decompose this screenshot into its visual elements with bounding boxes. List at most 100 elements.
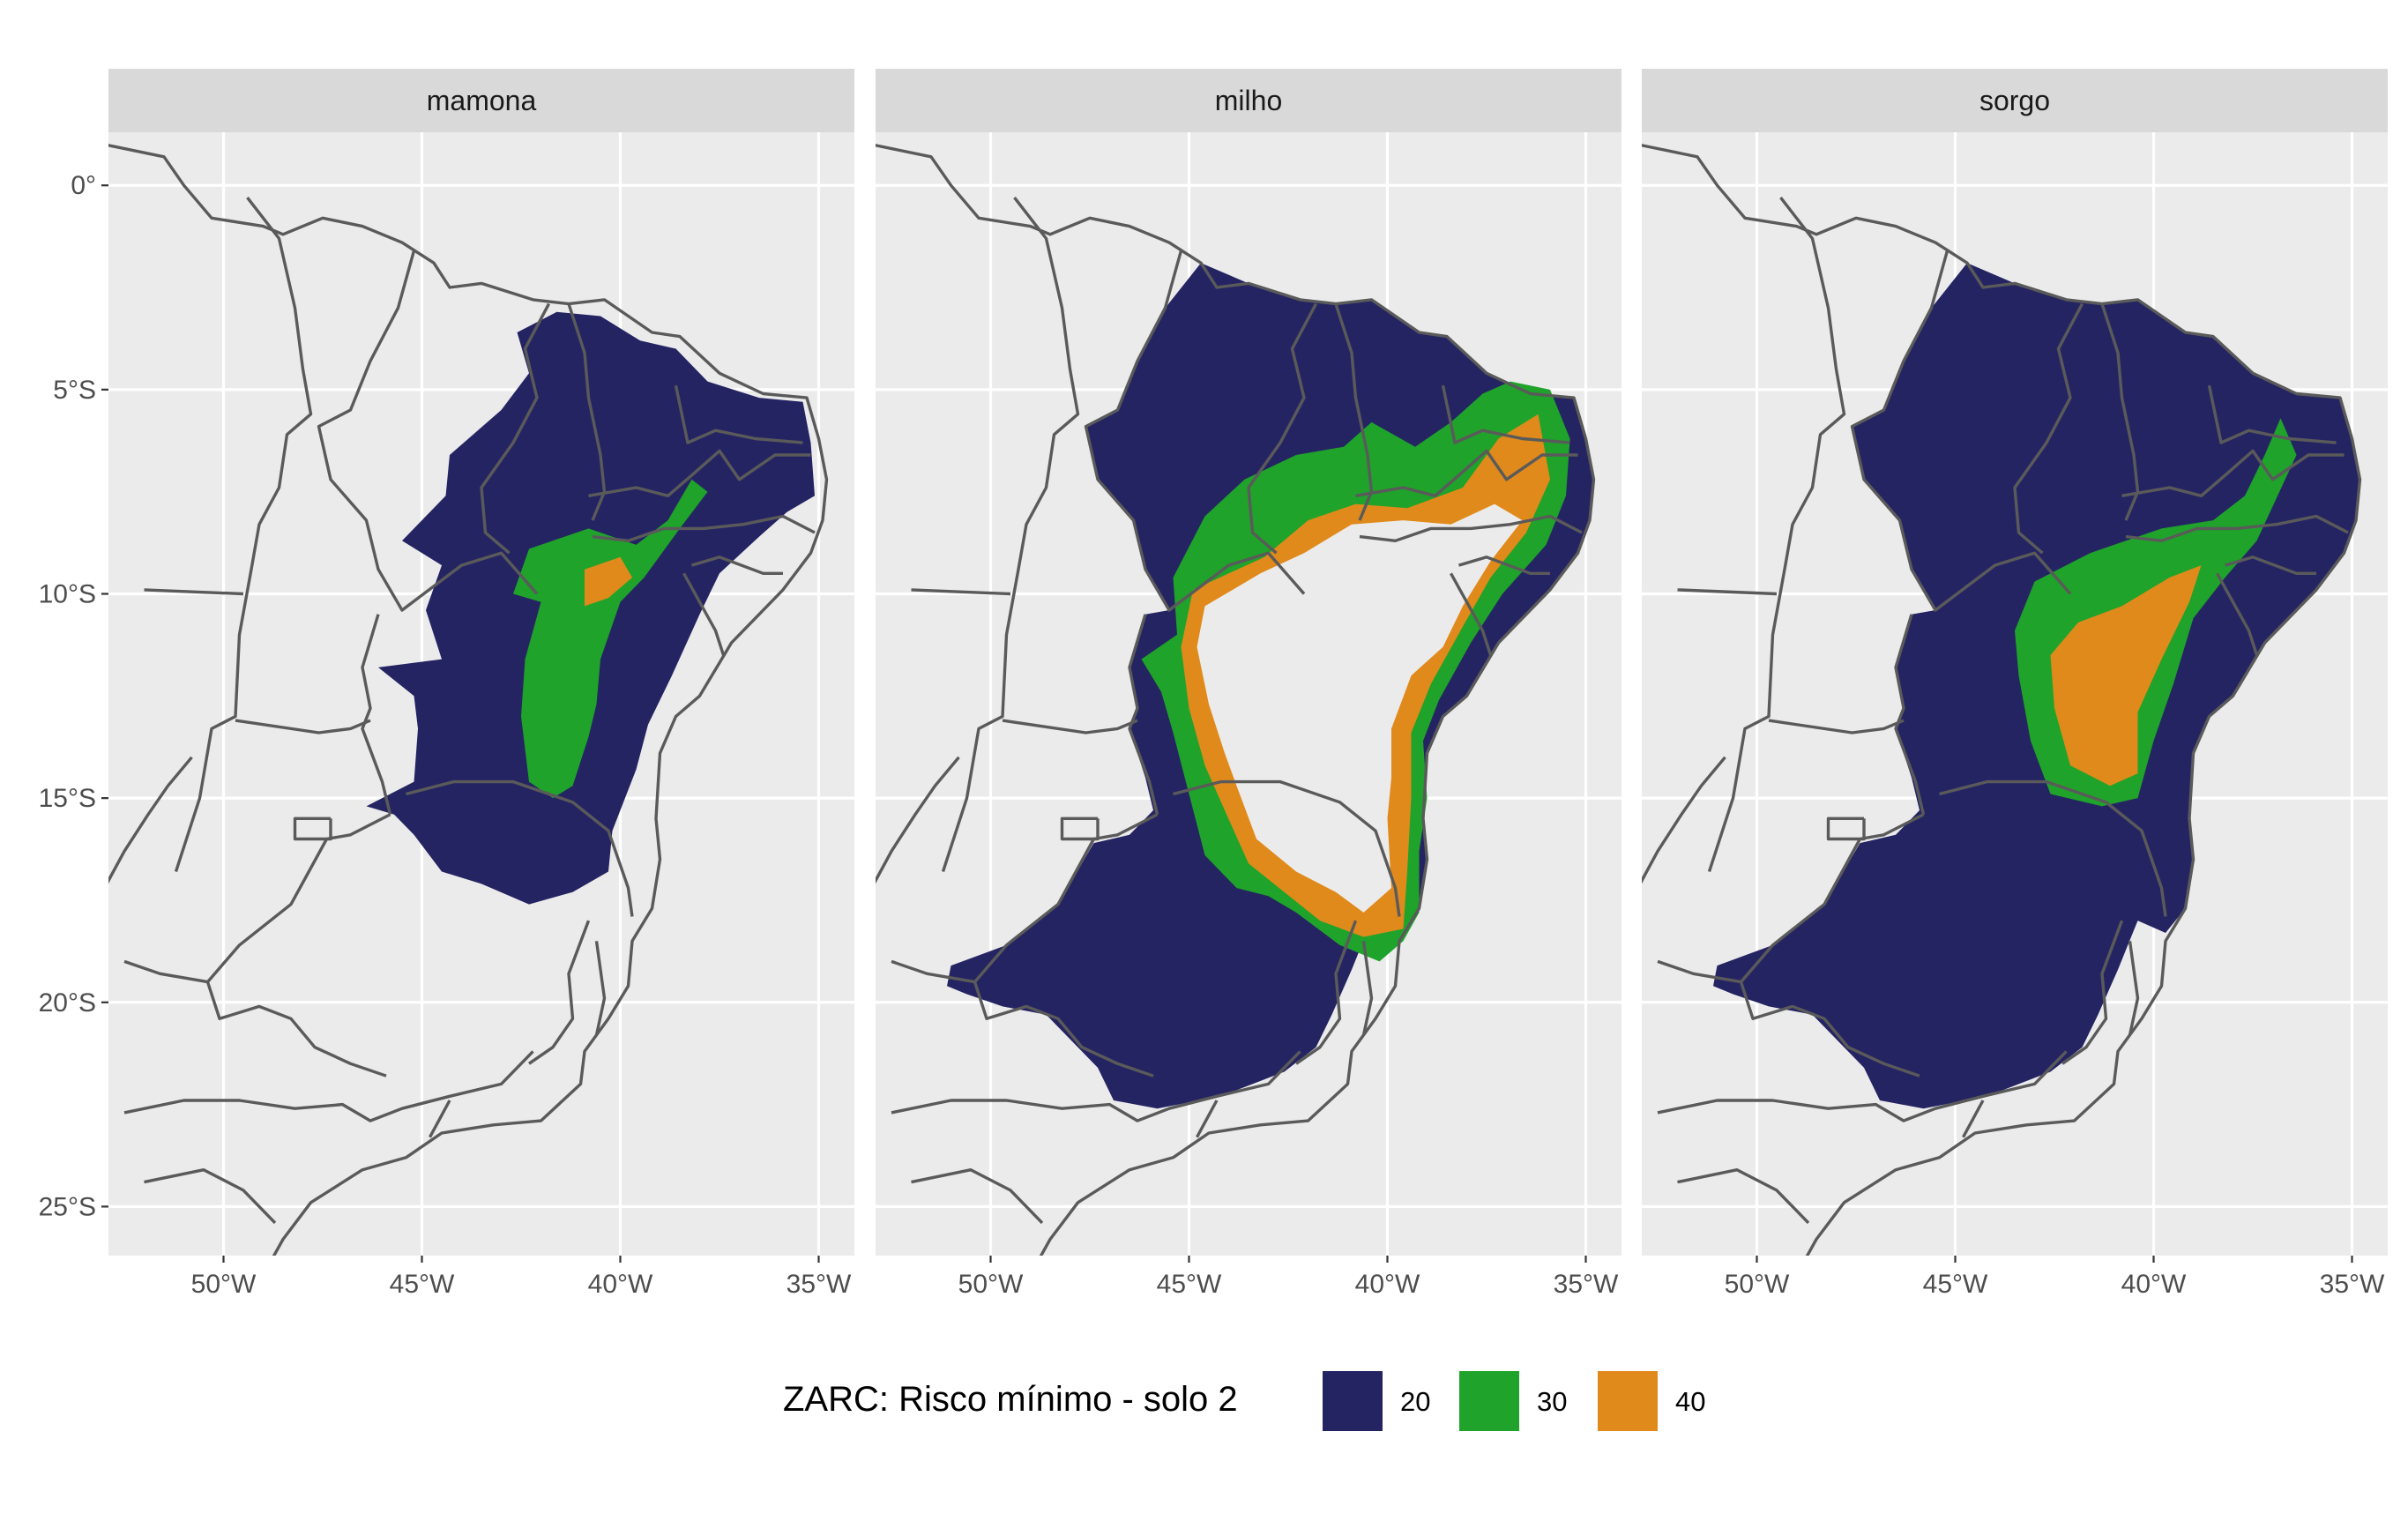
legend-title: ZARC: Risco mínimo - solo 2 bbox=[783, 1380, 1238, 1419]
facet-title: mamona bbox=[427, 85, 537, 116]
x-tick-label: 35°W bbox=[2320, 1270, 2385, 1299]
state-border bbox=[1247, 302, 1318, 555]
state-border bbox=[891, 813, 1159, 984]
y-tick-label: 5°S bbox=[53, 376, 96, 405]
legend: ZARC: Risco mínimo - solo 2 20 30 40 bbox=[783, 1371, 1705, 1431]
state-border bbox=[2100, 303, 2140, 521]
state-border bbox=[1677, 588, 1778, 596]
state-border bbox=[1739, 981, 1920, 1077]
x-tick-label: 40°W bbox=[588, 1270, 653, 1299]
state-border bbox=[691, 555, 783, 575]
state-border bbox=[1084, 250, 1306, 612]
state-border bbox=[174, 197, 313, 873]
state-border bbox=[108, 756, 193, 884]
state-border bbox=[1295, 920, 1358, 1065]
state-border bbox=[144, 588, 244, 596]
state-border bbox=[588, 449, 811, 497]
state-border bbox=[1334, 303, 1374, 521]
state-border bbox=[1355, 449, 1578, 497]
state-border bbox=[911, 1168, 1044, 1225]
state-border bbox=[123, 1050, 534, 1122]
region-class-40 bbox=[2050, 565, 2202, 787]
state-border bbox=[592, 514, 816, 542]
region-unclassified bbox=[1197, 503, 1523, 913]
x-tick-label: 40°W bbox=[2121, 1270, 2187, 1299]
state-border bbox=[1939, 779, 2167, 917]
state-border bbox=[1768, 719, 1905, 734]
state-border bbox=[361, 614, 392, 816]
legend-item-30: 30 bbox=[1459, 1371, 1567, 1431]
state-border bbox=[1173, 779, 1401, 917]
x-tick-label: 50°W bbox=[1725, 1270, 1790, 1299]
state-border bbox=[876, 756, 960, 884]
legend-swatch bbox=[1459, 1371, 1519, 1431]
state-border bbox=[317, 250, 539, 612]
state-border bbox=[1642, 756, 1726, 884]
state-border bbox=[480, 302, 551, 555]
region-class-40 bbox=[585, 556, 632, 607]
y-axis: 0° 5°S 10°S 15°S 20°S 25°S bbox=[39, 171, 108, 1221]
state-border bbox=[1458, 555, 1550, 575]
y-tick-label: 0° bbox=[71, 171, 96, 200]
y-tick-label: 15°S bbox=[39, 784, 96, 813]
legend-label: 20 bbox=[1400, 1386, 1430, 1417]
state-border bbox=[123, 813, 391, 984]
state-border bbox=[1361, 941, 1374, 1036]
state-border bbox=[2061, 920, 2124, 1065]
state-border bbox=[1707, 197, 1846, 873]
x-tick-label: 45°W bbox=[1157, 1270, 1222, 1299]
state-border bbox=[1826, 816, 1866, 841]
legend-label: 30 bbox=[1537, 1386, 1567, 1417]
state-border bbox=[1657, 1050, 2068, 1122]
state-border bbox=[293, 816, 332, 841]
state-border bbox=[1677, 1168, 1810, 1225]
state-border bbox=[235, 719, 371, 734]
state-border bbox=[429, 1100, 451, 1138]
state-border bbox=[2207, 384, 2337, 444]
state-border bbox=[941, 197, 1080, 873]
legend-items: 20 30 40 bbox=[1323, 1371, 1705, 1431]
state-border bbox=[1060, 816, 1100, 841]
y-tick-label: 20°S bbox=[39, 988, 96, 1018]
facet-strip bbox=[1642, 69, 2388, 132]
facet-title: sorgo bbox=[1979, 85, 2050, 116]
x-tick-label: 40°W bbox=[1355, 1270, 1420, 1299]
facet-strip bbox=[876, 69, 1621, 132]
coastline bbox=[1642, 144, 2362, 1256]
state-border bbox=[1441, 384, 1570, 444]
state-border bbox=[2216, 572, 2259, 656]
state-border bbox=[973, 981, 1154, 1077]
state-border bbox=[205, 981, 387, 1077]
state-border bbox=[1657, 813, 1925, 984]
coastline bbox=[108, 144, 829, 1256]
legend-swatch bbox=[1323, 1371, 1383, 1431]
state-border bbox=[2225, 555, 2316, 575]
state-border bbox=[2125, 514, 2349, 542]
state-border bbox=[144, 1168, 277, 1225]
x-tick-label: 50°W bbox=[958, 1270, 1024, 1299]
state-border bbox=[1962, 1100, 1985, 1138]
facet-panels: mamona 50°W 45°W 40°W 35°W milho 50°W 45°W 40°W 3… bbox=[39, 69, 2388, 1299]
y-tick-label: 25°S bbox=[39, 1192, 96, 1221]
x-tick-label: 45°W bbox=[390, 1270, 455, 1299]
legend-item-40: 40 bbox=[1598, 1371, 1705, 1431]
state-border bbox=[1850, 250, 2072, 612]
state-border bbox=[891, 1050, 1301, 1122]
state-border bbox=[1196, 1100, 1219, 1138]
facet-mamona: mamona 50°W 45°W 40°W 35°W bbox=[108, 69, 854, 1299]
x-tick-label: 45°W bbox=[1923, 1270, 1988, 1299]
coastline bbox=[876, 144, 1596, 1256]
state-border bbox=[406, 779, 634, 917]
y-tick-label: 10°S bbox=[39, 579, 96, 608]
state-border bbox=[2013, 302, 2084, 555]
state-border bbox=[2121, 449, 2345, 497]
state-border bbox=[1002, 719, 1138, 734]
facet-title: milho bbox=[1215, 85, 1282, 116]
facet-milho: milho 50°W 45°W 40°W 35°W bbox=[876, 69, 1621, 1299]
panel-plot-area bbox=[108, 132, 854, 1256]
x-tick-label: 50°W bbox=[191, 1270, 257, 1299]
legend-label: 40 bbox=[1675, 1386, 1705, 1417]
x-tick-label: 35°W bbox=[1554, 1270, 1619, 1299]
state-border bbox=[1359, 514, 1583, 542]
